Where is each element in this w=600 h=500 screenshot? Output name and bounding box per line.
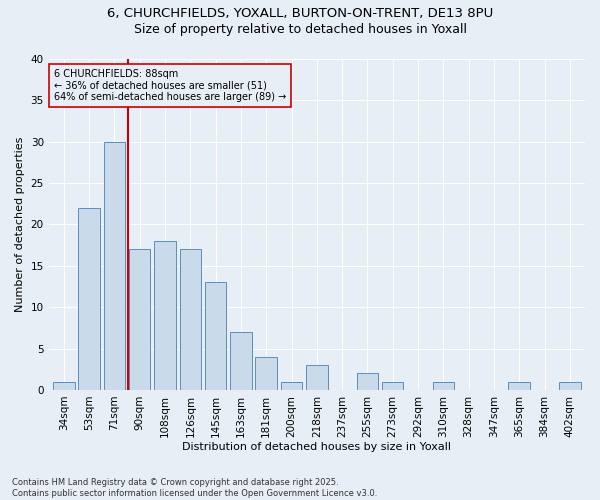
- Text: 6, CHURCHFIELDS, YOXALL, BURTON-ON-TRENT, DE13 8PU: 6, CHURCHFIELDS, YOXALL, BURTON-ON-TRENT…: [107, 8, 493, 20]
- Bar: [205, 282, 226, 390]
- Bar: [356, 374, 378, 390]
- Bar: [306, 365, 328, 390]
- X-axis label: Distribution of detached houses by size in Yoxall: Distribution of detached houses by size …: [182, 442, 451, 452]
- Text: 6 CHURCHFIELDS: 88sqm
← 36% of detached houses are smaller (51)
64% of semi-deta: 6 CHURCHFIELDS: 88sqm ← 36% of detached …: [54, 69, 286, 102]
- Bar: [104, 142, 125, 390]
- Bar: [230, 332, 251, 390]
- Bar: [382, 382, 403, 390]
- Bar: [79, 208, 100, 390]
- Bar: [508, 382, 530, 390]
- Bar: [433, 382, 454, 390]
- Bar: [179, 250, 201, 390]
- Bar: [129, 250, 151, 390]
- Bar: [256, 357, 277, 390]
- Y-axis label: Number of detached properties: Number of detached properties: [15, 137, 25, 312]
- Bar: [53, 382, 74, 390]
- Bar: [559, 382, 581, 390]
- Text: Contains HM Land Registry data © Crown copyright and database right 2025.
Contai: Contains HM Land Registry data © Crown c…: [12, 478, 377, 498]
- Bar: [154, 241, 176, 390]
- Text: Size of property relative to detached houses in Yoxall: Size of property relative to detached ho…: [133, 22, 467, 36]
- Bar: [281, 382, 302, 390]
